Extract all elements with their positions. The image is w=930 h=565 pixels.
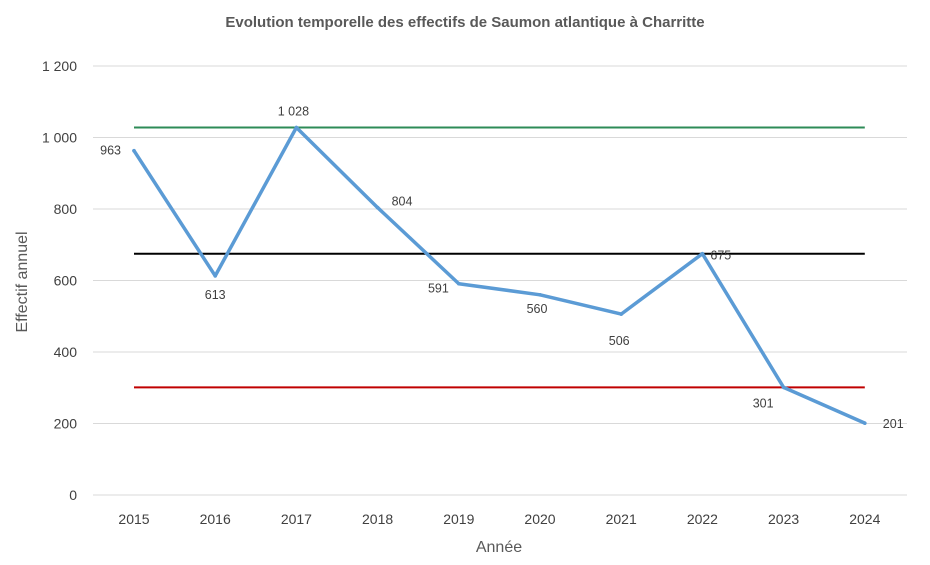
data-labels: 963 613 1 028 804 591 560 506 675 301 201 (100, 104, 904, 431)
data-label: 560 (527, 302, 548, 316)
data-label: 675 (710, 249, 731, 263)
x-axis-title: Année (476, 539, 522, 556)
series-line (132, 125, 867, 425)
y-tick-label: 400 (54, 344, 78, 360)
data-point (132, 148, 136, 153)
y-axis-ticks: 0 200 400 600 800 1 000 1 200 (42, 58, 77, 503)
data-label: 301 (753, 396, 774, 410)
x-tick-label: 2024 (849, 511, 880, 527)
reference-lines (134, 126, 865, 389)
data-label: 1 028 (278, 104, 309, 118)
x-tick-label: 2019 (443, 511, 474, 527)
data-point (781, 385, 786, 390)
x-tick-label: 2016 (200, 511, 231, 527)
x-tick-label: 2023 (768, 511, 799, 527)
data-point (294, 125, 299, 130)
x-tick-label: 2021 (606, 511, 637, 527)
gridlines (93, 65, 907, 496)
data-point (619, 312, 623, 316)
y-axis-title: Effectif annuel (14, 231, 31, 332)
data-point (700, 251, 705, 256)
x-axis-ticks: 2015 2016 2017 2018 2019 2020 2021 2022 2023 2024 (118, 511, 880, 527)
y-tick-label: 1 000 (42, 130, 77, 146)
y-tick-label: 1 200 (42, 58, 77, 74)
y-tick-label: 600 (54, 273, 78, 289)
data-point (457, 281, 461, 286)
series-layer (132, 125, 867, 425)
x-tick-label: 2018 (362, 511, 393, 527)
x-tick-label: 2022 (687, 511, 718, 527)
data-point (538, 293, 542, 297)
y-tick-label: 0 (69, 487, 77, 503)
y-tick-label: 800 (54, 201, 78, 217)
x-tick-label: 2020 (524, 511, 555, 527)
x-tick-label: 2017 (281, 511, 312, 527)
data-label: 591 (428, 282, 449, 296)
data-label: 804 (392, 195, 413, 209)
data-point (863, 421, 867, 425)
data-label: 506 (609, 334, 630, 348)
data-label: 201 (883, 417, 904, 431)
x-tick-label: 2015 (118, 511, 149, 527)
chart-title: Evolution temporelle des effectifs de Sa… (225, 14, 704, 31)
y-tick-label: 200 (54, 416, 78, 432)
data-label: 613 (205, 288, 226, 302)
data-label: 963 (100, 144, 121, 158)
data-point (375, 205, 380, 210)
data-point (213, 274, 217, 278)
